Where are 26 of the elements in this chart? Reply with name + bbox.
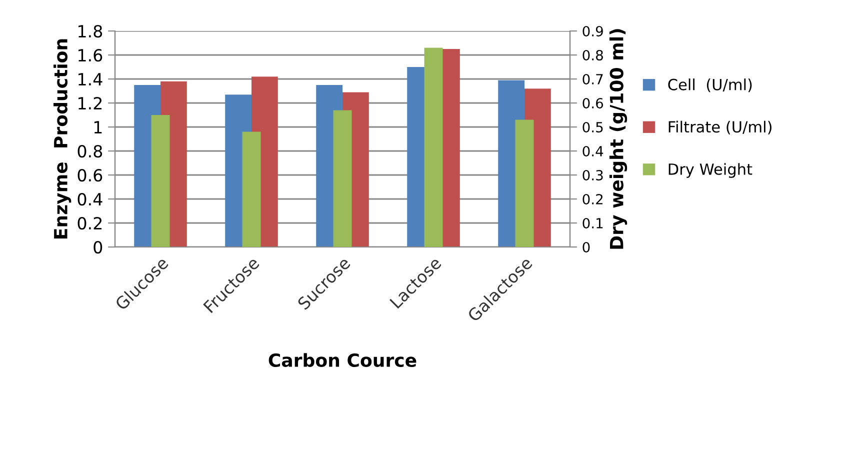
y2-tick-label: 0.3 <box>582 170 603 180</box>
y-axis-title: Enzyme Production <box>54 39 72 238</box>
legend-label: Filtrate (U/ml) <box>668 120 772 134</box>
y-tick-label: 1.6 <box>78 48 102 62</box>
y-tick-label: 0.2 <box>78 216 102 230</box>
y2-tick-label: 0.7 <box>582 74 603 84</box>
y-tick-label: 1.2 <box>78 96 102 110</box>
y-tick-label: 0 <box>94 240 102 254</box>
y-tick-label: 1 <box>94 121 102 134</box>
y-tick-label: 1.4 <box>78 73 102 86</box>
y2-tick-label: 0 <box>582 242 590 252</box>
y2-tick-label: 0.4 <box>582 146 604 156</box>
y2-tick-label: 0.2 <box>582 194 603 204</box>
y-tick-label: 0.6 <box>78 168 102 182</box>
y2-tick-label: 0.1 <box>582 218 603 228</box>
y2-tick-label: 0.9 <box>582 26 603 36</box>
y2-axis-title: Dry weight (g/100 ml) <box>609 29 628 249</box>
y2-tick-label: 0.6 <box>582 98 604 108</box>
legend-label: Cell (U/ml) <box>668 78 752 92</box>
y-tick-label: 0.4 <box>78 192 102 206</box>
x-axis-title: Carbon Cource <box>268 353 416 368</box>
y2-tick-label: 0.5 <box>582 122 603 132</box>
y-tick-label: 0.8 <box>78 144 102 158</box>
y-tick-label: 1.8 <box>78 24 102 38</box>
legend-label: Dry Weight <box>668 163 752 178</box>
y2-tick-label: 0.8 <box>582 50 603 60</box>
